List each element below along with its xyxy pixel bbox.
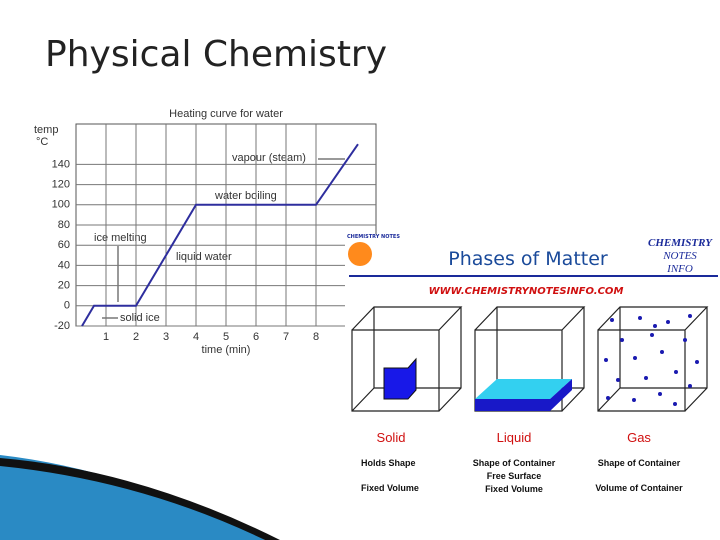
chart-title: Heating curve for water	[169, 108, 283, 120]
slide-title: Physical Chemistry	[45, 34, 387, 75]
state-property: Fixed Volume	[361, 483, 419, 493]
annotation: vapour (steam)	[232, 152, 306, 164]
curve	[81, 143, 359, 327]
liquid-side	[475, 379, 572, 411]
cubes	[351, 306, 709, 412]
state-property: Shape of Container	[598, 458, 681, 468]
state-property: Holds Shape	[361, 458, 416, 468]
logo: CHEMISTRY NOTES	[347, 234, 400, 240]
heating-chart: Heating curve for water temp °C time (mi…	[34, 108, 377, 356]
y-tick-label: 100	[52, 199, 70, 211]
solid-block	[383, 357, 417, 400]
x-tick-label: 7	[283, 331, 289, 343]
annotation: liquid water	[176, 251, 232, 263]
x-label: time (min)	[202, 344, 251, 356]
x-tick-label: 6	[253, 331, 259, 343]
panel-bg	[345, 234, 718, 497]
x-tick-label: 4	[193, 331, 199, 343]
state-property: Shape of Container	[473, 458, 556, 468]
state-property: Free Surface	[487, 471, 542, 481]
y-tick-label: 120	[52, 179, 70, 191]
y-tick-label: 20	[58, 280, 70, 292]
y-tick-label: 40	[58, 259, 70, 271]
logo-icon	[348, 242, 372, 266]
annotation: ice melting	[94, 232, 147, 244]
x-tick-label: 3	[163, 331, 169, 343]
phases-title: Phases of Matter	[448, 248, 608, 270]
y-tick-label: -20	[54, 320, 70, 332]
y-label: temp	[34, 124, 58, 136]
state-property: Volume of Container	[595, 483, 683, 493]
y-tick-label: 80	[58, 219, 70, 231]
decoration	[0, 455, 280, 540]
state-name: Solid	[377, 430, 406, 445]
liquid-surface	[475, 379, 572, 399]
state-property: Fixed Volume	[485, 484, 543, 494]
state-name: Gas	[627, 430, 651, 445]
brand: NOTES	[662, 250, 697, 262]
state-name: Liquid	[497, 430, 532, 445]
brand: INFO	[666, 263, 693, 275]
brand: CHEMISTRY	[648, 237, 713, 249]
swoosh-edge	[0, 458, 280, 540]
x-tick-label: 2	[133, 331, 139, 343]
annotation: water boiling	[214, 190, 277, 202]
x-tick-label: 1	[103, 331, 109, 343]
y-tick-label: 0	[64, 300, 70, 312]
x-tick-label: 5	[223, 331, 229, 343]
url: WWW.CHEMISTRYNOTESINFO.COM	[429, 286, 624, 297]
phases-panel: CHEMISTRY NOTES Phases of Matter CHEMIST…	[345, 234, 718, 497]
annotation: solid ice	[120, 312, 160, 324]
x-tick-label: 8	[313, 331, 319, 343]
y-label: °C	[36, 136, 48, 148]
y-tick-label: 60	[58, 239, 70, 251]
gas-particles	[604, 314, 699, 406]
y-tick-label: 140	[52, 158, 70, 170]
swoosh	[0, 455, 265, 540]
